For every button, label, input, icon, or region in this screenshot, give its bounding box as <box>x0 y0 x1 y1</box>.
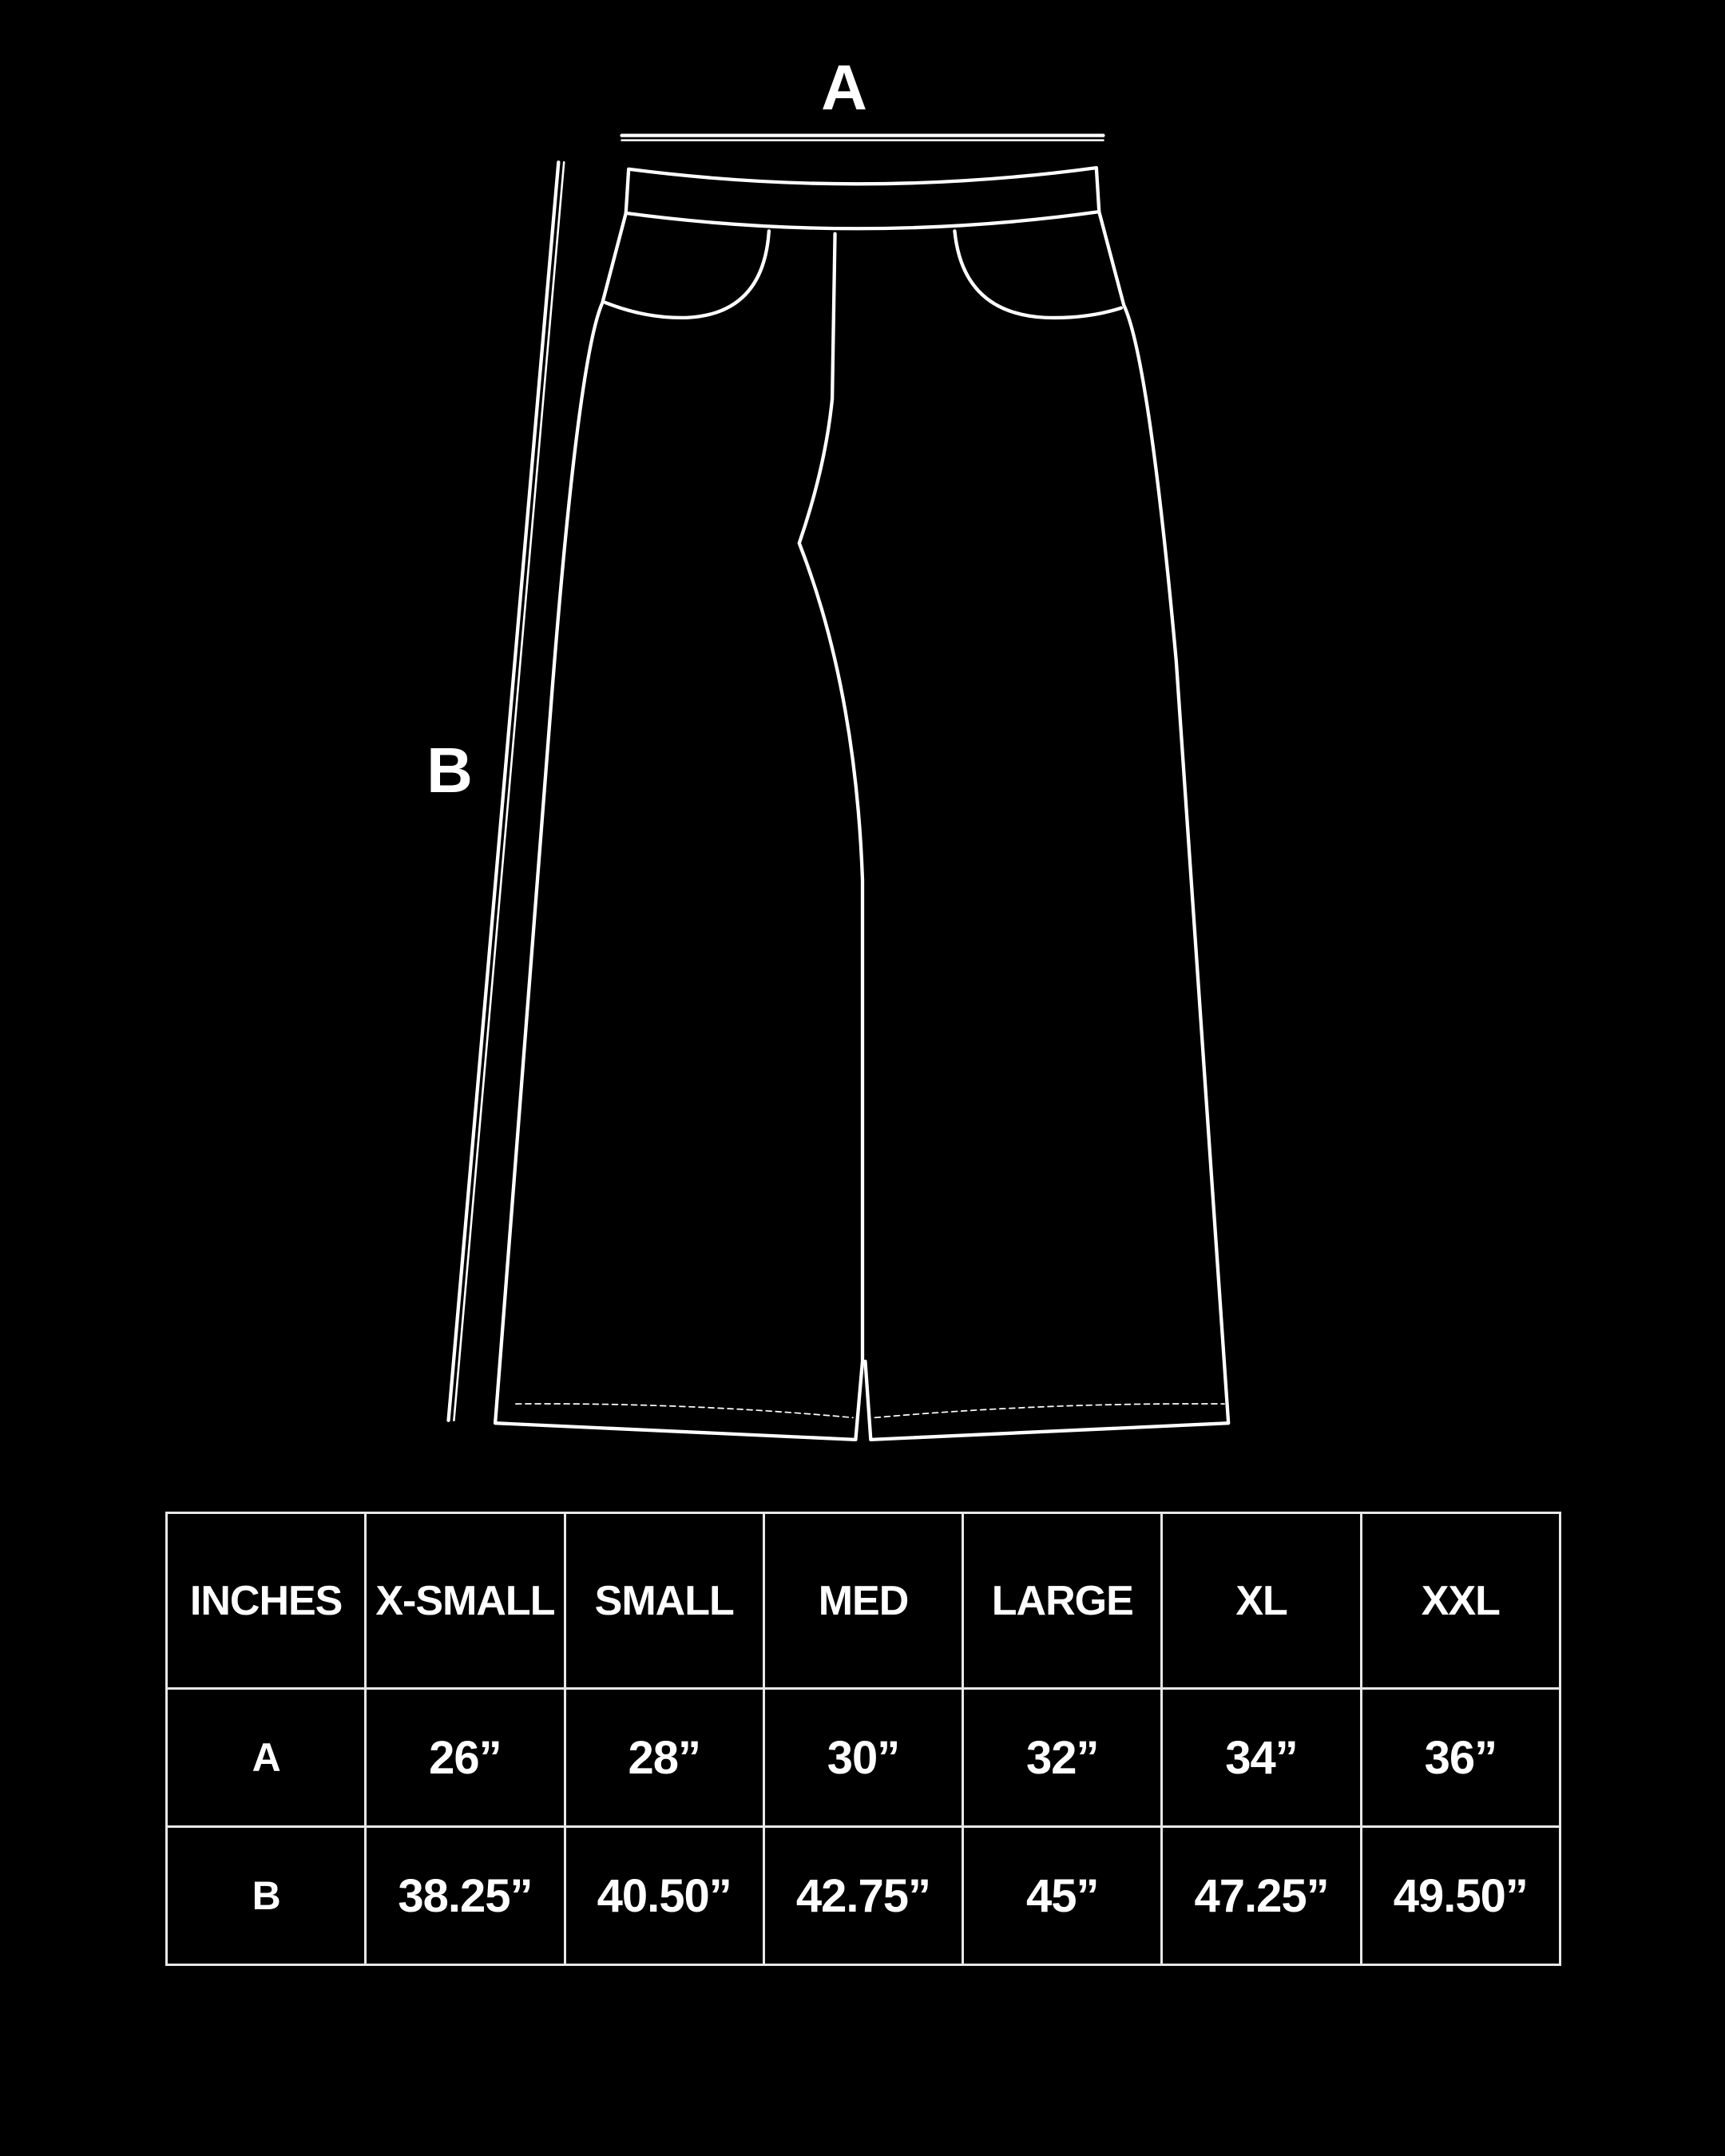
table-header-row: INCHES X-SMALL SMALL MED LARGE XL XXL <box>165 1512 1562 1690</box>
size-header: XXL <box>1359 1512 1562 1690</box>
row-key: A <box>165 1687 367 1828</box>
table-cell: 30” <box>762 1687 965 1828</box>
right-pocket <box>953 229 1123 320</box>
left-hem-stitch <box>515 1403 854 1419</box>
table-cell: 32” <box>962 1687 1164 1828</box>
left-pocket <box>603 229 771 320</box>
unit-header: INCHES <box>165 1512 367 1690</box>
table-cell: 28” <box>563 1687 765 1828</box>
size-chart-table: INCHES X-SMALL SMALL MED LARGE XL XXL A … <box>165 1512 1562 1966</box>
table-cell: 42.75” <box>762 1825 965 1966</box>
table-cell: 47.25” <box>1160 1825 1362 1966</box>
table-row: A 26” 28” 30” 32” 34” 36” <box>165 1687 1562 1828</box>
size-header: X-SMALL <box>364 1512 566 1690</box>
measure-label-b: B <box>426 735 473 806</box>
waistband <box>624 165 1101 231</box>
pants-outline <box>493 165 1231 1442</box>
table-cell: 26” <box>364 1687 566 1828</box>
size-header: LARGE <box>962 1512 1164 1690</box>
left-leg-outline <box>493 211 865 1442</box>
row-key: B <box>165 1825 367 1966</box>
table-cell: 49.50” <box>1359 1825 1562 1966</box>
measure-line-b <box>446 161 565 1422</box>
table-cell: 36” <box>1359 1687 1562 1828</box>
measure-line-a <box>620 133 1105 141</box>
table-cell: 38.25” <box>364 1825 566 1966</box>
table-cell: 34” <box>1160 1687 1362 1828</box>
size-header: SMALL <box>563 1512 765 1690</box>
table-row: B 38.25” 40.50” 42.75” 45” 47.25” 49.50” <box>165 1825 1562 1966</box>
measure-label-a: A <box>821 52 867 123</box>
size-header: MED <box>762 1512 965 1690</box>
right-leg-outline <box>863 210 1231 1442</box>
table-cell: 40.50” <box>563 1825 765 1966</box>
size-header: XL <box>1160 1512 1362 1690</box>
right-hem-stitch <box>874 1403 1225 1419</box>
table-cell: 45” <box>962 1825 1164 1966</box>
